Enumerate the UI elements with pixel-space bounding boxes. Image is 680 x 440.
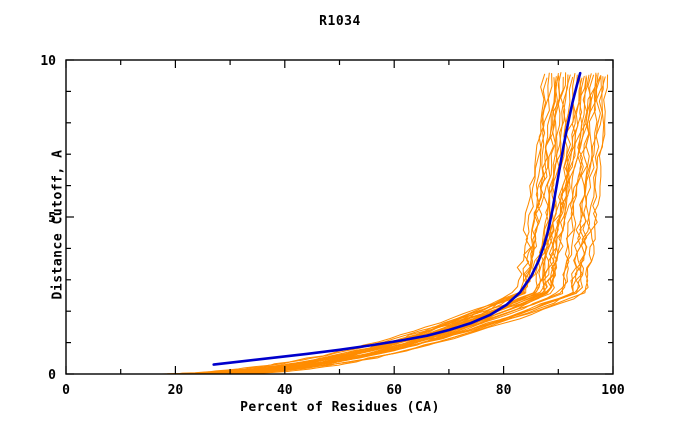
prediction-curve [203, 76, 557, 375]
prediction-curve [208, 76, 574, 375]
x-tick-label: 60 [386, 383, 402, 398]
prediction-curve [188, 72, 597, 375]
prediction-curve [227, 73, 592, 375]
reference-curve [212, 71, 582, 366]
prediction-curve [150, 74, 597, 375]
data-series-layer [150, 71, 609, 375]
prediction-curve [208, 72, 576, 375]
prediction-curve [186, 72, 562, 375]
tick-labels-layer: 0 20 40 60 80 100 0 5 10 [40, 54, 625, 398]
prediction-curve [185, 75, 602, 375]
prediction-curve [165, 77, 588, 375]
x-tick-label: 20 [168, 383, 184, 398]
prediction-curve [208, 76, 606, 375]
prediction-curve [198, 77, 548, 375]
prediction-curve [163, 75, 560, 375]
prediction-curve [170, 74, 571, 375]
x-axis-label: Percent of Residues (CA) [240, 400, 440, 415]
prediction-curve [192, 76, 564, 375]
prediction-curve [208, 73, 546, 375]
y-tick-label: 10 [40, 54, 56, 69]
prediction-curve [215, 77, 583, 375]
prediction-curve [180, 72, 550, 375]
prediction-curve [175, 72, 567, 375]
prediction-curve [178, 74, 609, 375]
x-tick-label: 40 [277, 383, 293, 398]
prediction-curve [156, 73, 553, 375]
prediction-curve [187, 75, 585, 375]
axes-layer [65, 59, 614, 375]
prediction-curve [196, 73, 559, 375]
x-tick-label: 0 [62, 383, 70, 398]
x-tick-label: 80 [496, 383, 512, 398]
prediction-curve [208, 74, 569, 375]
y-tick-label: 5 [48, 211, 56, 226]
prediction-curve [203, 74, 590, 375]
plot-frame [65, 59, 614, 375]
prediction-curve [214, 72, 599, 375]
prediction-curve [181, 76, 604, 375]
prediction-curve [173, 75, 559, 375]
prediction-curve [207, 74, 578, 375]
y-tick-label: 0 [48, 368, 56, 383]
chart-title: R1034 [319, 14, 361, 29]
prediction-curve [223, 77, 556, 375]
prediction-curve [162, 75, 587, 375]
x-tick-label: 100 [601, 383, 625, 398]
